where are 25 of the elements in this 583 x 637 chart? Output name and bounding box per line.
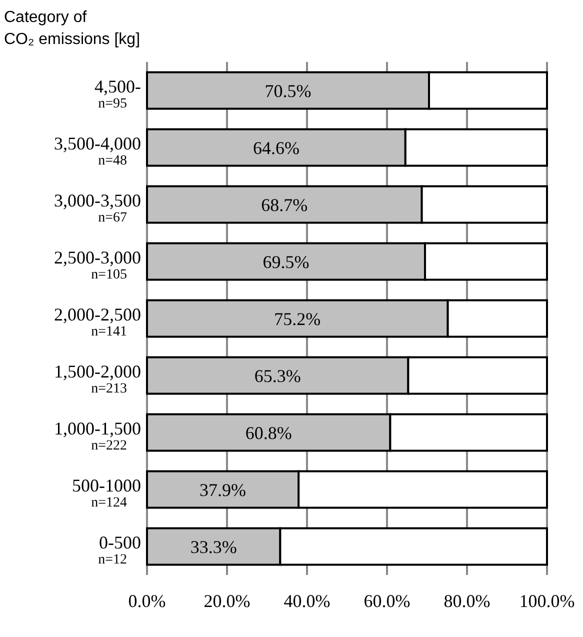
data-label: 70.5% — [264, 80, 312, 101]
y-tick-label: 2,500-3,000 n=105 — [54, 248, 141, 282]
data-label: 37.9% — [200, 480, 246, 500]
y-tick-label: 3,000-3,500 n=67 — [54, 190, 141, 226]
x-tick-label: 80.0% — [444, 591, 490, 611]
data-label: 69.5% — [262, 252, 310, 272]
data-label: 64.6% — [252, 138, 300, 158]
x-tick-label: 100.0% — [519, 591, 575, 611]
data-label: 68.7% — [261, 194, 308, 215]
y-tick-label: 2,000-2,500 n=141 — [54, 304, 141, 340]
x-tick-label: 20.0% — [204, 591, 250, 611]
data-label: 60.8% — [245, 422, 292, 443]
y-tick-label: 1,500-2,000 n=213 — [54, 362, 141, 396]
data-label: 75.2% — [274, 308, 321, 329]
y-tick-label: 4,500- n=95 — [94, 76, 141, 112]
y-tick-label: 1,000-1,500 n=222 — [54, 418, 141, 454]
chart-title: Category of CO₂ emissions [kg] — [4, 9, 140, 48]
y-tick-label: 0-500 n=12 — [98, 532, 141, 568]
y-tick-label: 3,500-4,000 n=48 — [54, 134, 141, 168]
data-label: 65.3% — [254, 366, 301, 386]
x-tick-label: 0.0% — [128, 591, 166, 611]
y-tick-label: 500-1000 n=124 — [72, 476, 141, 510]
x-tick-label: 60.0% — [364, 591, 410, 611]
data-label: 33.3% — [190, 536, 237, 557]
x-tick-label: 40.0% — [284, 591, 330, 611]
